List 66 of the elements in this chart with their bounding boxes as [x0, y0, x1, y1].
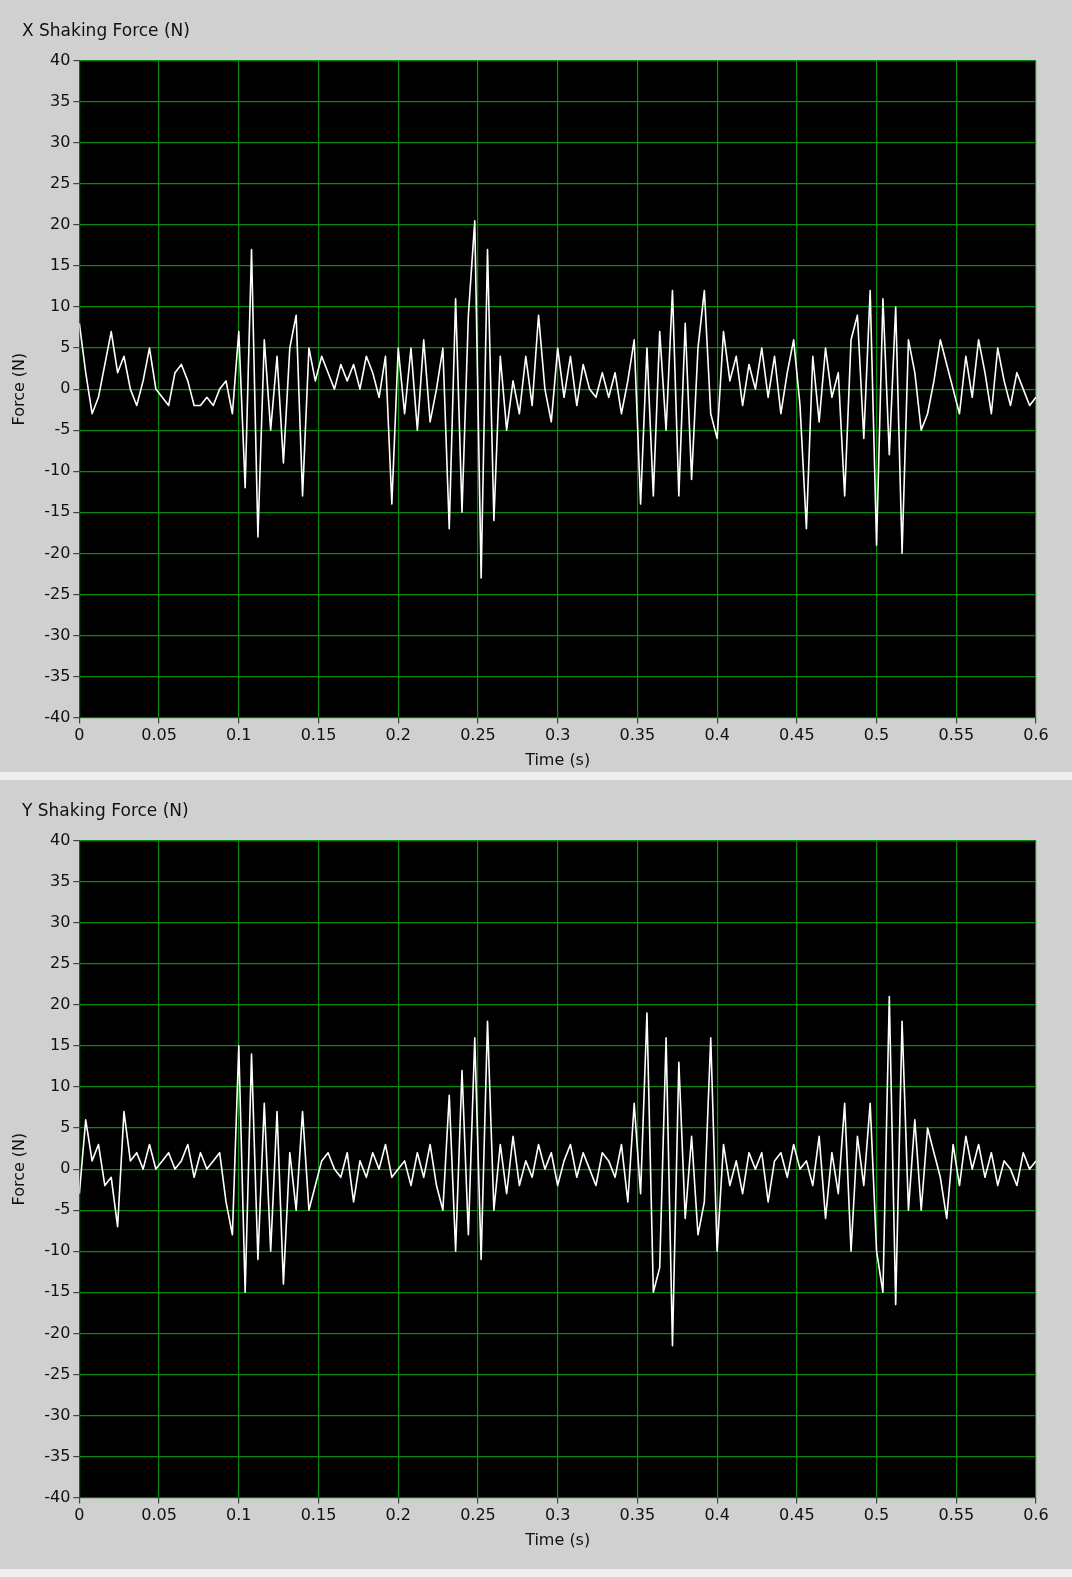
x-tick-label: 0.4 — [704, 1505, 730, 1525]
y-tick-label: -30 — [44, 1404, 71, 1424]
y-tick-label: -20 — [44, 1322, 71, 1342]
x-tick-label: 0 — [74, 1505, 85, 1525]
y-axis-title: Force (N) — [8, 352, 28, 426]
x-tick-label: 0.55 — [938, 725, 975, 745]
y-tick-label: -5 — [54, 1199, 71, 1219]
x-tick-label: 0.05 — [141, 1505, 177, 1525]
y-tick-label: 5 — [60, 337, 71, 357]
y-tick-label: -25 — [44, 583, 71, 603]
x-tick-label: 0.45 — [779, 1505, 815, 1525]
y-tick-label: -15 — [44, 1281, 71, 1301]
y-tick-label: -10 — [44, 460, 71, 480]
y-tick-label: 10 — [49, 1076, 71, 1096]
x-axis-title: Time (s) — [524, 749, 591, 769]
y-tick-label: 5 — [60, 1117, 71, 1137]
x-tick-label: 0.25 — [460, 1505, 496, 1525]
y-tick-label: 20 — [49, 214, 71, 234]
y-tick-label: -25 — [44, 1363, 71, 1383]
y-tick-label: 0 — [60, 1158, 71, 1178]
y-tick-label: 35 — [49, 870, 71, 890]
x-tick-label: 0.55 — [938, 1505, 975, 1525]
x-tick-label: 0.5 — [863, 725, 890, 745]
x-tick-label: 0.1 — [226, 1505, 252, 1525]
y-tick-label: 20 — [49, 994, 71, 1014]
x-tick-label: 0.2 — [385, 1505, 411, 1525]
chart-title: Y Shaking Force (N) — [22, 800, 189, 820]
y-tick-label: 30 — [49, 911, 71, 931]
x-tick-label: 0.35 — [619, 725, 656, 745]
y-tick-label: 15 — [49, 255, 71, 275]
x-tick-label: 0.6 — [1023, 725, 1049, 745]
x-tick-label: 0.3 — [544, 1505, 571, 1525]
x-tick-label: 0.4 — [704, 725, 730, 745]
y-tick-label: 25 — [49, 952, 71, 972]
y-tick-label: -5 — [54, 419, 71, 439]
y-tick-label: -40 — [44, 706, 71, 726]
x-tick-label: 0.15 — [300, 1505, 337, 1525]
x-tick-label: 0.45 — [779, 725, 815, 745]
x-tick-label: 0 — [74, 725, 85, 745]
x-tick-label: 0.5 — [863, 1505, 890, 1525]
y-tick-label: -35 — [44, 1445, 71, 1465]
y-tick-label: 30 — [49, 131, 71, 151]
x-tick-label: 0.3 — [544, 725, 571, 745]
x-tick-label: 0.2 — [385, 725, 411, 745]
y-tick-label: -20 — [44, 542, 71, 562]
x-tick-label: 0.15 — [300, 725, 337, 745]
y-axis-title: Force (N) — [8, 1132, 28, 1206]
x-tick-label: 0.35 — [619, 1505, 656, 1525]
y-tick-label: 25 — [49, 172, 71, 192]
y-tick-label: -15 — [44, 501, 71, 521]
x-tick-label: 0.25 — [460, 725, 496, 745]
y-tick-label: 40 — [49, 829, 71, 849]
chart-title: X Shaking Force (N) — [22, 20, 190, 40]
x-tick-label: 0.6 — [1023, 1505, 1049, 1525]
y-tick-label: 0 — [60, 378, 71, 398]
y-tick-label: 35 — [49, 90, 71, 110]
x-tick-label: 0.1 — [226, 725, 252, 745]
y-tick-label: -10 — [44, 1240, 71, 1260]
x-tick-label: 0.05 — [141, 725, 177, 745]
y-tick-label: -35 — [44, 665, 71, 685]
y-tick-label: -40 — [44, 1486, 71, 1506]
x-axis-title: Time (s) — [524, 1529, 591, 1549]
y-tick-label: 10 — [49, 296, 71, 316]
y-tick-label: 15 — [49, 1035, 71, 1055]
y-tick-label: -30 — [44, 624, 71, 644]
y-tick-label: 40 — [49, 49, 71, 69]
